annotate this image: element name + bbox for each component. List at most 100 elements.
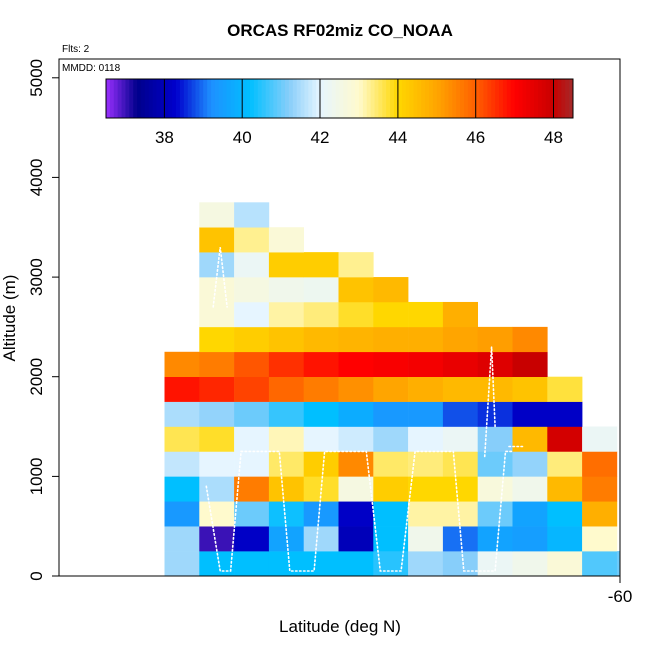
colorbar-segment xyxy=(366,79,372,118)
colorbar-segment xyxy=(557,79,562,118)
heatmap-cell xyxy=(268,426,304,452)
heatmap-cell xyxy=(408,501,444,527)
heatmap-cell xyxy=(234,551,270,577)
colorbar-segment xyxy=(382,79,387,118)
heatmap-cell xyxy=(268,401,304,427)
heatmap-cell xyxy=(477,526,513,552)
heatmap-cell xyxy=(338,351,374,377)
heatmap-cell xyxy=(268,551,304,577)
heatmap-cell xyxy=(373,277,409,303)
colorbar-segment xyxy=(464,79,469,118)
heatmap-cell xyxy=(512,376,548,402)
heatmap-cell xyxy=(268,351,304,377)
heatmap-cell xyxy=(164,376,200,402)
colorbar-segment xyxy=(176,79,181,118)
colorbar-segment xyxy=(429,79,434,118)
heatmap-cell xyxy=(408,351,444,377)
colorbar-segment xyxy=(207,79,212,118)
heatmap-cell xyxy=(234,351,270,377)
heatmap-cell xyxy=(164,351,200,377)
heatmap-cell xyxy=(512,551,548,577)
heatmap-cell xyxy=(582,426,618,452)
colorbar-segment xyxy=(144,79,150,118)
heatmap-cell xyxy=(234,401,270,427)
flight-track xyxy=(205,247,524,572)
heatmap-cell xyxy=(338,252,374,278)
heatmap-cell xyxy=(268,277,304,303)
colorbar-segment xyxy=(514,79,520,118)
flight-track-segment xyxy=(205,485,232,572)
heatmap-cell xyxy=(199,227,235,253)
heatmap-cell xyxy=(547,376,583,402)
heatmap-cell xyxy=(582,526,618,552)
heatmap-cell xyxy=(442,301,478,328)
heatmap-cell xyxy=(164,476,200,502)
y-tick-label: 4000 xyxy=(27,158,46,196)
heatmap-cell xyxy=(512,326,548,353)
colorbar-segment xyxy=(386,79,391,118)
colorbar-segment xyxy=(152,79,158,118)
heatmap-cell xyxy=(477,351,513,377)
colorbar-segment xyxy=(168,79,173,118)
colorbar-segment xyxy=(179,79,185,118)
heatmap-cell xyxy=(582,451,618,477)
heatmap-cell xyxy=(268,476,304,502)
heatmap-cell xyxy=(164,526,200,552)
heatmap-cell xyxy=(234,451,270,477)
colorbar-segment xyxy=(409,79,414,118)
heatmap-cell xyxy=(338,426,374,452)
colorbar-segment xyxy=(125,79,130,118)
colorbar-segment xyxy=(300,79,305,118)
heatmap-cell xyxy=(268,326,304,353)
colorbar-tick-label: 42 xyxy=(311,128,330,147)
colorbar-segment xyxy=(452,79,457,118)
colorbar-segment xyxy=(292,79,298,118)
colorbar-segment xyxy=(195,79,200,118)
heatmap-cell xyxy=(164,426,200,452)
heatmap-cells xyxy=(164,202,621,577)
colorbar-segment xyxy=(518,79,523,118)
colorbar-segment xyxy=(164,79,169,118)
heatmap-cell xyxy=(442,326,478,353)
heatmap-cell xyxy=(442,351,478,377)
heatmap-cell xyxy=(234,476,270,502)
colorbar-segment xyxy=(203,79,208,118)
heatmap-cell xyxy=(199,526,235,552)
colorbar-segment xyxy=(172,79,177,118)
heatmap-cell xyxy=(408,376,444,402)
colorbar-tick-label: 46 xyxy=(466,128,485,147)
heatmap-cell xyxy=(234,376,270,402)
y-tick-label: 1000 xyxy=(27,457,46,495)
flights-annotation: Flts: 2 xyxy=(62,44,90,55)
heatmap-cell xyxy=(373,326,409,353)
colorbar-segment xyxy=(214,79,220,118)
heatmap-cell xyxy=(408,326,444,353)
heatmap-cell xyxy=(408,526,444,552)
colorbar-tick-label: 38 xyxy=(155,128,174,147)
heatmap-cell xyxy=(234,301,270,328)
heatmap-cell xyxy=(547,476,583,502)
heatmap-cell xyxy=(199,401,235,427)
colorbar-segment xyxy=(541,79,547,118)
colorbar-segment xyxy=(265,79,270,118)
heatmap-cell xyxy=(373,476,409,502)
colorbar-segment xyxy=(483,79,488,118)
heatmap-cell xyxy=(512,426,548,452)
heatmap-cell xyxy=(268,227,304,253)
colorbar-segment xyxy=(331,79,337,118)
flight-track-segment xyxy=(240,450,514,572)
colorbar-segment xyxy=(537,79,543,118)
colorbar-segment xyxy=(234,79,239,118)
heatmap-cell xyxy=(442,451,478,477)
colorbar-segment xyxy=(370,79,376,118)
date-annotation: MMDD: 0118 xyxy=(62,63,121,74)
colorbar xyxy=(105,78,574,119)
colorbar-segment xyxy=(479,79,484,118)
colorbar-segment xyxy=(141,79,146,118)
colorbar-segment xyxy=(471,79,477,118)
colorbar-segment xyxy=(129,79,134,118)
heatmap-cell xyxy=(477,451,513,477)
heatmap-cell xyxy=(338,401,374,427)
heatmap-cell xyxy=(268,301,304,328)
colorbar-segment xyxy=(242,79,247,118)
